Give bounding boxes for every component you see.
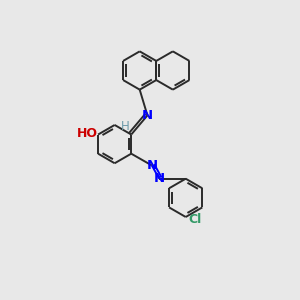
Text: HO: HO xyxy=(77,127,98,140)
Text: Cl: Cl xyxy=(188,213,201,226)
Text: N: N xyxy=(146,159,158,172)
Text: N: N xyxy=(142,109,153,122)
Text: N: N xyxy=(154,172,165,185)
Text: H: H xyxy=(120,120,129,133)
